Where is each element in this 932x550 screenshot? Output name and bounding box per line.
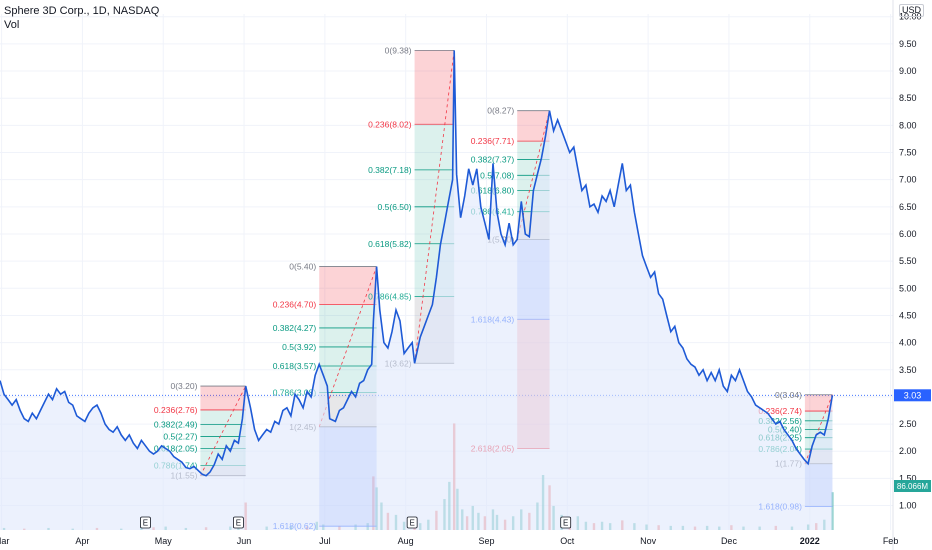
earnings-marker-box [233,516,244,529]
x-tick-label: Sep [478,536,494,546]
last-volume-value: 86.066M [897,482,928,491]
fib-trend-line [318,266,377,427]
last-price-badge [894,389,931,402]
earnings-marker: E [406,516,418,529]
fib-level-label: 0.5(3.92) [282,342,316,352]
fib-level-label: 0.236(2.74) [758,406,802,416]
earnings-marker-box [406,516,418,529]
fib-zone [319,266,377,305]
currency-label[interactable]: USD [898,4,924,17]
fib-zone [414,50,455,125]
fib-level-label: 0.5(7.08) [480,170,514,180]
y-tick-label: 6.50 [899,202,917,212]
time-axis[interactable]: Mar Apr May Jun Jul Aug Sep Oct Nov Dec 2022 Feb [0,536,898,546]
earnings-marker-label: E [563,519,568,528]
fib-level-label: 0.382(7.18) [368,165,412,175]
y-tick-label: 6.00 [899,229,917,239]
fib-level-label: 0(3.04) [775,390,802,400]
fib-zone [804,420,833,430]
x-tick-label: Feb [883,536,899,546]
y-tick-label: 4.00 [899,338,917,348]
x-tick-label: Oct [560,536,575,546]
y-tick-label: 2.50 [899,419,917,429]
x-tick-label: Dec [721,536,738,546]
fib-zone [319,327,377,347]
y-tick-label: 5.00 [899,283,917,293]
y-tick-label: 9.00 [899,66,917,76]
fib-zone [319,304,377,328]
y-tick-label: 8.50 [899,93,917,103]
fib-level-label: 0.618(2.05) [154,444,198,454]
y-tick-label: 3.50 [899,365,917,375]
y-tick-label: 7.00 [899,175,917,185]
fib-level-label: 0.236(7.71) [471,136,515,146]
price-area [0,50,833,531]
y-tick-label: 7.50 [899,148,917,158]
earnings-marker: E [560,516,572,529]
earnings-marker-box [140,516,151,529]
y-tick-label: 1.50 [899,473,917,483]
price-line [0,50,834,477]
fib-trend-line [516,110,550,240]
price-badges: 3.03 86.066M [894,389,931,492]
fib-level-label: 0.618(5.82) [368,239,412,249]
fib-zone [517,110,550,142]
fib-level-label: 0.5(2.27) [163,432,197,442]
x-tick-label: Nov [640,536,657,546]
x-tick-label: Aug [398,536,414,546]
fib-level-label: 0.236(4.70) [273,300,317,310]
x-tick-label: Jul [319,536,331,546]
earnings-marker: E [140,516,151,529]
volume-indicator-label[interactable]: Vol [4,19,20,31]
chart-header: Sphere 3D Corp., 1D, NASDAQ Vol [4,4,159,32]
fib-trend-line [200,385,247,476]
earnings-marker-label: E [143,519,148,528]
earnings-marker: E [233,516,244,529]
fib-level-label: 0.618(3.57) [273,361,317,371]
y-tick-label: 9.50 [899,39,917,49]
fib-level-label: 0.5(6.50) [378,202,412,212]
fib-trend-line [804,394,833,464]
fib-level-label: 0.236(8.02) [368,119,412,129]
earnings-marker-label: E [236,519,241,528]
price-axis[interactable]: 10.009.509.008.508.007.507.006.506.005.5… [899,12,922,511]
earnings-marker-box [560,516,572,529]
fib-zone [804,394,833,412]
x-tick-label: Apr [75,536,89,546]
fib-zone [200,436,246,449]
fib-zone [414,124,455,170]
fib-level-label: 0(3.20) [170,381,197,391]
fib-zone [414,169,455,207]
fib-level-label: 0.236(2.76) [154,405,198,415]
last-price-value: 3.03 [904,390,922,400]
y-tick-label: 5.50 [899,256,917,266]
fib-zone [319,346,377,366]
y-tick-label: 4.50 [899,310,917,320]
x-tick-label: Jun [237,536,252,546]
fib-zone [200,409,246,425]
fib-level-label: 0.382(7.37) [471,155,515,165]
fib-trend-line [414,50,455,364]
fib-zone [200,386,246,410]
symbol-title[interactable]: Sphere 3D Corp., 1D, NASDAQ [4,5,160,17]
y-tick-label: 8.00 [899,120,917,130]
fib-level-label: 0.382(2.49) [154,420,198,430]
y-tick-label: 2.00 [899,446,917,456]
fib-level-label: 0.786(4.85) [368,291,412,301]
x-tick-label: May [155,536,173,546]
fib-level-label: 0(5.40) [289,262,316,272]
fib-level-label: 0.382(4.27) [273,323,317,333]
fib-level-label: 0(9.38) [385,45,412,55]
x-tick-label: Mar [0,536,9,546]
y-tick-label: 1.00 [899,501,917,511]
last-volume-badge [894,480,931,492]
earnings-marker-label: E [409,519,414,528]
fib-zone [804,411,833,421]
fib-level-label: 0.5(2.40) [768,425,802,435]
x-tick-label: 2022 [800,536,820,546]
fib-level-label: 0(8.27) [487,106,514,116]
